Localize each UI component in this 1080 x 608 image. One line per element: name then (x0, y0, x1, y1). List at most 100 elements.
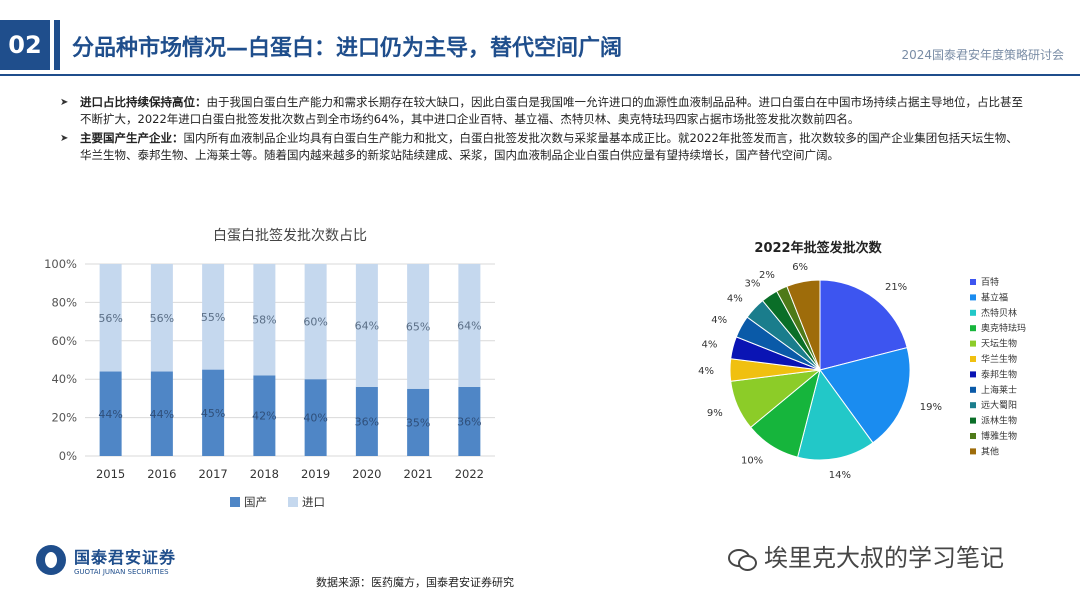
pie-slice (786, 279, 821, 371)
data-label-import: 64% (457, 319, 481, 332)
legend-swatch (970, 433, 976, 439)
y-tick-label: 80% (51, 295, 77, 309)
slice-label: 4% (711, 315, 727, 326)
y-tick-label: 40% (51, 372, 77, 386)
data-label-import: 65% (406, 320, 430, 333)
pie-slice (797, 368, 874, 461)
slice-label: 19% (920, 402, 942, 413)
legend-swatch (970, 294, 976, 301)
slice-label: 2% (759, 270, 775, 281)
logo-name-en: GUOTAI JUNAN SECURITIES (74, 568, 169, 576)
data-label-import: 55% (201, 311, 225, 324)
legend-label: 天坛生物 (981, 338, 1017, 350)
x-tick-label: 2020 (352, 467, 381, 481)
data-label-domestic: 35% (406, 416, 430, 429)
slice-label: 4% (698, 366, 714, 377)
logo-mark-icon (36, 545, 66, 575)
bar-domestic (458, 386, 481, 456)
legend-swatch (970, 371, 976, 378)
data-label-domestic: 42% (252, 410, 276, 423)
chart-title: 白蛋白批签发批次数占比 (213, 227, 367, 244)
legend-swatch (230, 497, 240, 507)
legend-swatch (970, 448, 976, 455)
legend-label: 远大蜀阳 (981, 399, 1017, 411)
slice-label: 4% (727, 293, 743, 304)
legend-label: 进口 (302, 495, 325, 509)
bar-domestic (253, 375, 276, 456)
data-label-import: 56% (98, 312, 122, 325)
legend-label: 博雅生物 (981, 430, 1017, 442)
x-tick-label: 2015 (96, 467, 125, 481)
slide-title: 分品种市场情况—白蛋白：进口仍为主导，替代空间广阔 (72, 36, 623, 61)
bar-import (150, 264, 173, 372)
legend-swatch (970, 386, 976, 393)
slice-label: 10% (741, 455, 763, 466)
header-rule (0, 74, 1080, 76)
bar-import (355, 264, 378, 387)
x-tick-label: 2022 (455, 467, 484, 481)
bar-domestic (202, 369, 225, 456)
legend-swatch (970, 340, 976, 347)
legend-swatch (970, 279, 976, 285)
data-label-domestic: 36% (355, 415, 379, 428)
slice-label: 9% (707, 408, 723, 419)
bullet-lead: 进口占比持续保持高位： (80, 95, 207, 109)
x-tick-label: 2016 (147, 467, 176, 481)
bullet-list: ➤ 进口占比持续保持高位：由于我国白蛋白生产能力和需求长期存在较大缺口，因此白蛋… (60, 94, 1024, 166)
wechat-icon (728, 547, 757, 571)
data-label-domestic: 40% (303, 412, 327, 425)
data-label-domestic: 44% (98, 408, 122, 421)
data-label-import: 60% (303, 316, 327, 329)
section-number: 02 (0, 20, 50, 70)
chart-title: 2022年批签发批次数 (754, 240, 882, 256)
legend-label: 国产 (244, 495, 267, 509)
legend-label: 泰邦生物 (981, 368, 1017, 380)
legend-label: 基立福 (981, 291, 1008, 303)
y-tick-label: 100% (44, 257, 77, 271)
slice-label: 4% (701, 340, 717, 351)
y-tick-label: 0% (59, 449, 77, 463)
header-band (0, 0, 1080, 78)
bar-import (407, 264, 430, 389)
legend-swatch (970, 402, 976, 409)
legend-swatch (288, 497, 298, 507)
pie-slice (819, 347, 911, 444)
bar-domestic (355, 386, 378, 456)
slice-label: 6% (792, 262, 808, 273)
x-tick-label: 2021 (403, 467, 432, 481)
bar-import (202, 264, 225, 370)
y-tick-label: 60% (51, 334, 77, 348)
bullet-arrow-icon: ➤ (60, 133, 69, 144)
legend-swatch (970, 309, 976, 316)
slice-label: 14% (829, 470, 851, 481)
legend-label: 派林生物 (981, 415, 1017, 427)
bullet-text: 国内所有血液制品企业均具有白蛋白生产能力和批文，白蛋白批签发批次数与采浆量基本成… (80, 131, 1018, 162)
slice-label: 3% (745, 278, 761, 289)
legend-label: 华兰生物 (981, 353, 1017, 365)
data-source-note: 数据来源：医药魔方，国泰君安证券研究 (316, 576, 514, 589)
data-label-import: 64% (355, 319, 379, 332)
legend-label: 百特 (981, 276, 999, 288)
legend-label: 奥克特珐玛 (981, 322, 1026, 334)
x-tick-label: 2018 (250, 467, 279, 481)
x-tick-label: 2019 (301, 467, 330, 481)
bullet-arrow-icon: ➤ (60, 97, 69, 108)
bar-import (304, 264, 327, 380)
watermark-text: 埃里克大叔的学习笔记 (764, 544, 1004, 572)
legend-label: 杰特贝林 (981, 307, 1017, 319)
bar-domestic (150, 371, 173, 456)
stacked-bar-chart: 白蛋白批签发批次数占比 0% 20% 40% 60% 80% 100% 44% 56% 2015 4… (44, 227, 495, 509)
bar-import (99, 264, 122, 372)
bullet-item: ➤ 主要国产生产企业：国内所有血液制品企业均具有白蛋白生产能力和批文，白蛋白批签… (60, 130, 1024, 164)
data-label-domestic: 45% (201, 407, 225, 420)
bar-import (458, 264, 481, 387)
bullet-item: ➤ 进口占比持续保持高位：由于我国白蛋白生产能力和需求长期存在较大缺口，因此白蛋… (60, 94, 1024, 128)
watermark: 埃里克大叔的学习笔记 (728, 538, 1004, 573)
bullet-text: 由于我国白蛋白生产能力和需求长期存在较大缺口，因此白蛋白是我国唯一允许进口的血源… (80, 95, 1023, 126)
x-tick-label: 2017 (198, 467, 227, 481)
legend-label: 其他 (981, 445, 999, 457)
data-label-import: 56% (150, 312, 174, 325)
section-divider (54, 20, 60, 70)
data-label-domestic: 44% (150, 408, 174, 421)
bar-import (253, 264, 276, 376)
